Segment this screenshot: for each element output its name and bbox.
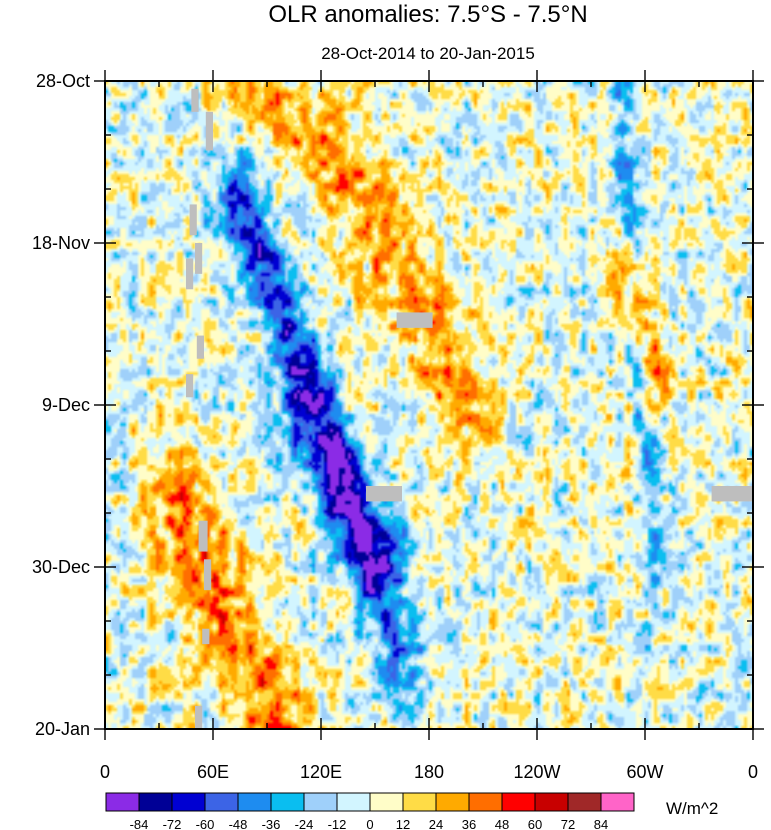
x-tick-label: 120W xyxy=(513,762,560,782)
colorbar-swatch xyxy=(369,792,404,812)
colorbar-swatch xyxy=(501,792,536,812)
chart-subtitle: 28-Oct-2014 to 20-Jan-2015 xyxy=(321,44,535,63)
missing-data-patch xyxy=(195,243,203,274)
colorbar-label: -48 xyxy=(229,817,248,830)
colorbar-swatch xyxy=(237,792,272,812)
y-tick-label: 30-Dec xyxy=(32,557,90,577)
colorbar-label: -24 xyxy=(295,817,314,830)
missing-data-patch xyxy=(198,520,208,552)
x-tick-label: 180 xyxy=(414,762,444,782)
colorbar-swatch xyxy=(303,792,338,812)
colorbar-label: 48 xyxy=(495,817,509,830)
colorbar-label: -12 xyxy=(328,817,347,830)
missing-data-patch xyxy=(195,705,203,729)
missing-data-patch xyxy=(202,628,210,645)
y-axis: 28-Oct 18-Nov 9-Dec 30-Dec 20-Jan xyxy=(32,71,764,739)
colorbar-swatch xyxy=(600,792,635,812)
y-tick-label: 18-Nov xyxy=(32,233,90,253)
x-tick-label: 60E xyxy=(197,762,229,782)
missing-data-layer xyxy=(186,88,753,729)
colorbar-swatch xyxy=(402,792,437,812)
colorbar-swatch xyxy=(534,792,569,812)
colorbar-swatch xyxy=(468,792,503,812)
colorbar-label: 0 xyxy=(366,817,373,830)
colorbar-label: -60 xyxy=(196,817,215,830)
chart-title: OLR anomalies: 7.5°S - 7.5°N xyxy=(268,1,587,28)
missing-data-patch xyxy=(204,559,212,591)
x-tick-label: 120E xyxy=(300,762,342,782)
colorbar-label: 60 xyxy=(528,817,542,830)
colorbar-swatch xyxy=(171,792,206,812)
missing-data-patch xyxy=(186,374,194,398)
colorbar-label: 84 xyxy=(594,817,608,830)
missing-data-patch xyxy=(189,204,197,236)
missing-data-patch xyxy=(205,111,213,151)
colorbar-label: 72 xyxy=(561,817,575,830)
x-tick-label: 0 xyxy=(100,762,110,782)
colorbar-swatch xyxy=(567,792,602,812)
colorbar-label: -84 xyxy=(130,817,149,830)
missing-data-patch xyxy=(196,335,204,359)
y-tick-label: 9-Dec xyxy=(42,395,90,415)
missing-data-patch xyxy=(191,88,199,112)
colorbar-unit: W/m^2 xyxy=(666,799,718,818)
colorbar-swatch xyxy=(105,792,140,812)
colorbar-swatch xyxy=(138,792,173,812)
colorbar-swatch xyxy=(204,792,239,812)
colorbar-label: 36 xyxy=(462,817,476,830)
colorbar-label: 24 xyxy=(429,817,443,830)
colorbar-label: -36 xyxy=(262,817,281,830)
missing-data-patch xyxy=(396,312,433,328)
colorbar-label: -72 xyxy=(163,817,182,830)
colorbar-swatch xyxy=(435,792,470,812)
colorbar-swatch xyxy=(270,792,305,812)
y-tick-label: 28-Oct xyxy=(36,71,90,91)
colorbar-label: 12 xyxy=(396,817,410,830)
y-tick-label: 20-Jan xyxy=(35,719,90,739)
colorbar: -84 -72 -60 -48 -36 -24 -12 0 12 24 36 48 60 72 84 xyxy=(105,792,635,830)
missing-data-patch xyxy=(186,258,194,290)
missing-data-patch xyxy=(711,486,753,502)
missing-data-patch xyxy=(366,486,402,502)
colorbar-swatch xyxy=(336,792,371,812)
x-tick-label: 60W xyxy=(626,762,663,782)
x-tick-label: 0 xyxy=(748,762,758,782)
olr-anomaly-field xyxy=(105,81,753,729)
x-axis: 0 60E 120E 180 120W 60W 0 xyxy=(100,70,758,782)
heatmap-field xyxy=(105,81,753,729)
